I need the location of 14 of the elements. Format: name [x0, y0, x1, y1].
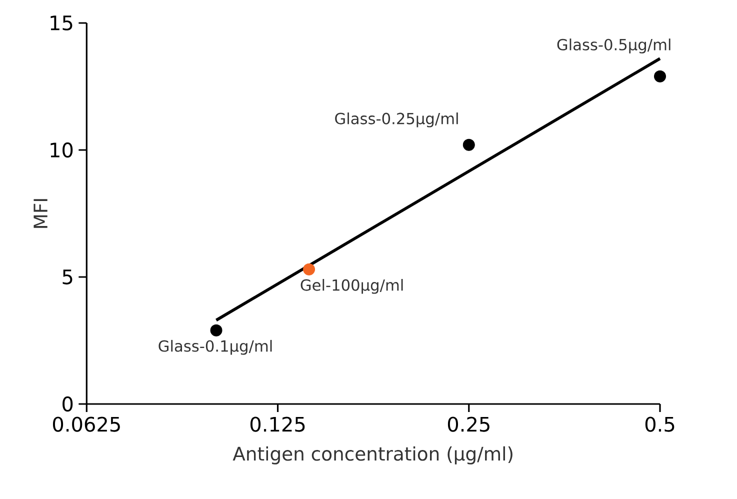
x-tick-label: 0.0625	[52, 416, 120, 432]
x-tick-label: 0.25	[448, 416, 490, 432]
annotation: Glass-0.25µg/ml	[335, 112, 458, 128]
x-tick-label: 0.125	[250, 416, 305, 432]
y-axis-title: MFI	[34, 199, 48, 228]
annotation: Gel-100µg/ml	[300, 278, 403, 294]
annotation: Glass-0.1µg/ml	[158, 340, 272, 355]
y-tick-label: 0	[62, 396, 73, 412]
x-tick-label: 0.5	[645, 416, 674, 432]
y-tick-label: 10	[50, 142, 73, 158]
annotation: Glass-0.5µg/ml	[557, 38, 670, 54]
y-tick-label: 15	[50, 16, 72, 30]
y-tick-label: 5	[62, 270, 72, 284]
x-axis-title: Antigen concentration (µg/ml)	[232, 446, 512, 464]
